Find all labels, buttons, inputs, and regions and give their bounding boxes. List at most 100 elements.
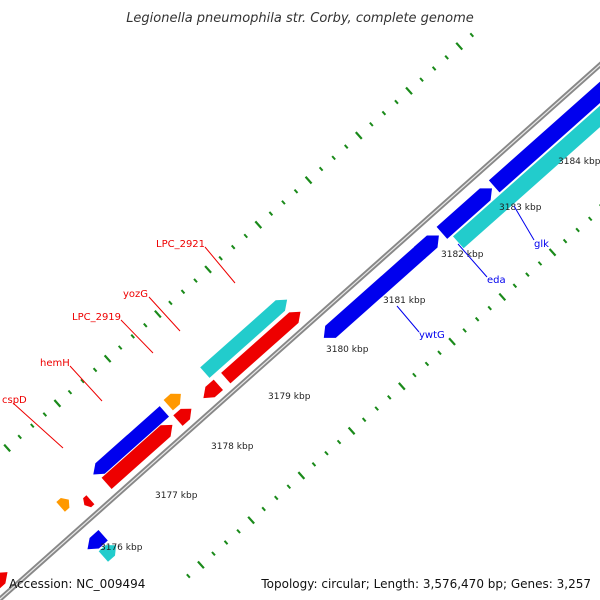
tick-mark — [331, 155, 336, 161]
scale-label: 3178 kbp — [211, 442, 254, 452]
misc-feature-arrow — [56, 498, 70, 512]
tick-mark — [537, 261, 543, 266]
tick-mark — [431, 66, 437, 71]
gene-labels-bottom: ywtG eda glk — [396, 205, 549, 341]
tick-mark — [143, 322, 148, 328]
accession-text: Accession: NC_009494 — [9, 577, 146, 591]
tick-mark — [236, 528, 241, 534]
backbone-highlight — [0, 64, 600, 600]
gene-label-glk[interactable]: glk — [534, 239, 549, 250]
gene-label-LPC_2921[interactable]: LPC_2921 — [156, 239, 205, 250]
tick-mark — [268, 211, 274, 216]
scale-label: 3183 kbp — [499, 203, 542, 213]
tick-mark — [304, 176, 313, 185]
tick-mark — [117, 345, 123, 350]
rna-feature-arrow — [200, 299, 288, 378]
gene-label-ywtG[interactable]: ywtG — [419, 330, 445, 341]
gene-labels-top: cspD hemH LPC_2919 yozG LPC_2921 — [2, 239, 236, 449]
tick-mark — [168, 300, 173, 306]
reverse-cds-arrow — [101, 424, 173, 489]
tick-mark — [193, 278, 198, 283]
tick-mark — [223, 540, 229, 545]
reverse-cds-arrow — [0, 572, 8, 589]
tick-mark — [197, 560, 205, 569]
leader-line-ywtG — [396, 305, 420, 333]
gene-label-eda[interactable]: eda — [487, 275, 506, 286]
tick-mark — [103, 354, 112, 363]
tick-mark — [361, 417, 367, 423]
reverse-cds-arrow — [203, 379, 223, 399]
tick-mark — [548, 248, 557, 257]
forward-cds-arrow — [87, 530, 108, 550]
tick-mark — [374, 406, 379, 411]
tick-mark — [261, 506, 266, 512]
tick-mark — [286, 484, 292, 490]
tick-mark — [293, 188, 299, 194]
tick-mark — [398, 382, 406, 391]
tick-mark — [498, 292, 507, 302]
scale-label: 3182 kbp — [441, 250, 484, 260]
tick-mark — [154, 309, 162, 319]
tick-mark — [230, 244, 236, 250]
map-title: Legionella pneumophila str. Corby, compl… — [126, 11, 474, 26]
gene-label-LPC_2919[interactable]: LPC_2919 — [72, 312, 121, 323]
tick-mark — [381, 110, 387, 116]
scale-labels: 3176 kbp 3177 kbp 3178 kbp 3179 kbp 3180 kbp… — [100, 157, 600, 553]
rna-feature-arrow — [98, 545, 117, 562]
tick-mark — [444, 54, 449, 60]
tick-mark — [424, 361, 430, 367]
tick-mark — [186, 573, 191, 579]
leader-line-LPC_2921 — [204, 246, 236, 284]
gene-label-yozG[interactable]: yozG — [123, 289, 148, 300]
scale-label: 3177 kbp — [155, 491, 198, 501]
tick-mark — [204, 265, 212, 274]
gene-label-hemH[interactable]: hemH — [40, 358, 70, 369]
tick-mark — [324, 450, 329, 456]
tick-mark — [247, 516, 255, 525]
forward-cds-arrow — [323, 246, 426, 338]
tick-mark — [474, 316, 480, 322]
tick-mark — [469, 32, 475, 38]
tick-mark — [274, 495, 279, 501]
gene-label-cspD[interactable]: cspD — [2, 395, 27, 406]
tick-mark — [412, 372, 417, 378]
scale-label: 3179 kbp — [268, 392, 311, 402]
tick-mark — [281, 200, 286, 205]
tick-mark — [130, 334, 135, 339]
tick-mark — [53, 399, 62, 408]
tick-mark — [30, 423, 35, 429]
forward-cds-arrow — [93, 406, 169, 475]
tick-marks — [3, 32, 600, 579]
tick-mark — [17, 434, 22, 440]
tick-mark — [587, 216, 593, 222]
tick-mark — [318, 166, 324, 172]
tick-mark — [562, 238, 568, 244]
misc-feature-arrow — [163, 393, 181, 411]
tick-mark — [243, 233, 249, 239]
tick-mark — [405, 86, 413, 95]
tick-mark — [347, 426, 356, 435]
tick-mark — [180, 289, 186, 295]
forward-cds-arrow — [436, 188, 492, 239]
tick-mark — [462, 328, 467, 333]
scale-label: 3181 kbp — [383, 296, 426, 306]
tick-mark — [67, 389, 73, 395]
backbone — [0, 61, 600, 600]
rna-feature-arrow — [453, 105, 600, 249]
tick-mark — [369, 121, 374, 127]
leader-line-LPC_2919 — [120, 319, 154, 354]
tick-mark — [354, 131, 363, 140]
leader-line-eda — [457, 243, 488, 278]
forward-cds-arrow — [488, 81, 600, 193]
tick-mark — [512, 283, 518, 289]
genome-summary-text: Topology: circular; Length: 3,576,470 bp… — [261, 577, 591, 591]
tick-mark — [80, 378, 85, 384]
tick-mark — [455, 42, 464, 51]
scale-label: 3176 kbp — [100, 543, 143, 553]
scale-label: 3180 kbp — [326, 345, 369, 355]
tick-mark — [3, 443, 11, 453]
reverse-cds-arrow — [173, 408, 192, 426]
tick-mark — [387, 395, 392, 400]
tick-mark — [448, 337, 456, 346]
